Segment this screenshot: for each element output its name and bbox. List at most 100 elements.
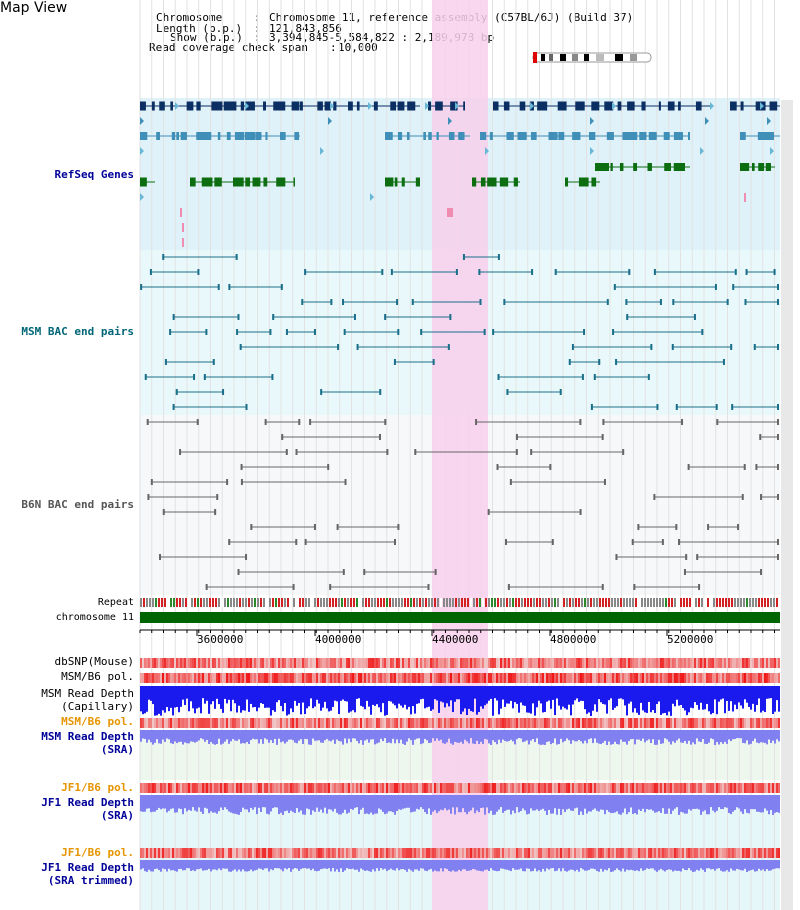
- repeat-mark: [452, 598, 454, 607]
- read-depth-bar: [140, 860, 142, 870]
- polymorphism-heat: [306, 783, 308, 793]
- polymorphism-heat: [694, 658, 696, 668]
- polymorphism-heat: [182, 783, 184, 793]
- polymorphism-heat: [618, 658, 620, 668]
- polymorphism-heat: [170, 783, 172, 793]
- polymorphism-heat: [748, 658, 750, 668]
- polymorphism-heat: [382, 718, 384, 728]
- read-depth-bar: [460, 730, 462, 742]
- polymorphism-heat: [664, 658, 666, 668]
- read-depth-bar: [580, 730, 582, 742]
- polymorphism-heat: [598, 673, 600, 683]
- read-depth-bar: [174, 730, 176, 742]
- read-depth-bar: [222, 686, 224, 713]
- gene-exon: [406, 132, 410, 140]
- polymorphism-heat: [514, 718, 516, 728]
- polymorphism-heat: [540, 718, 542, 728]
- polymorphism-heat: [700, 783, 702, 793]
- read-depth-bar: [614, 795, 616, 813]
- read-depth-bar: [308, 795, 310, 810]
- polymorphism-heat: [656, 848, 658, 858]
- read-depth-bar: [376, 730, 378, 744]
- polymorphism-heat: [310, 783, 312, 793]
- track-label-msm-bac[interactable]: MSM BAC end pairs: [21, 325, 134, 338]
- polymorphism-heat: [392, 673, 394, 683]
- polymorphism-heat: [228, 848, 230, 858]
- read-depth-bar: [248, 686, 250, 712]
- read-depth-bar: [300, 860, 302, 870]
- polymorphism-heat: [346, 673, 348, 683]
- polymorphism-heat: [260, 718, 262, 728]
- track-label-refseq[interactable]: RefSeq Genes: [54, 168, 134, 181]
- read-depth-bar: [574, 860, 576, 872]
- polymorphism-heat: [140, 718, 142, 728]
- gene-exon: [472, 177, 477, 187]
- track-label-b6n-bac[interactable]: B6N BAC end pairs: [21, 498, 134, 511]
- ideogram-band: [630, 54, 637, 61]
- read-depth-bar: [222, 795, 224, 810]
- polymorphism-heat: [666, 673, 668, 683]
- polymorphism-heat: [484, 718, 486, 728]
- gene-exon: [647, 163, 652, 171]
- read-depth-bar: [332, 795, 334, 812]
- gene-exon: [373, 101, 378, 111]
- read-depth-bar: [372, 795, 374, 815]
- polymorphism-heat: [520, 783, 522, 793]
- read-depth-bar: [174, 795, 176, 813]
- read-depth-bar: [260, 860, 262, 869]
- strand-arrow: [140, 147, 144, 155]
- read-depth-bar: [208, 795, 210, 814]
- polymorphism-heat: [186, 848, 188, 858]
- polymorphism-heat: [218, 783, 220, 793]
- polymorphism-heat: [186, 718, 188, 728]
- scrollbar-track[interactable]: [781, 100, 793, 910]
- read-depth-bar: [430, 860, 432, 869]
- read-depth-bar: [556, 795, 558, 815]
- read-depth-bar: [660, 860, 662, 869]
- read-depth-bar: [518, 686, 520, 713]
- b6n-bac-pair-end: [159, 554, 162, 560]
- polymorphism-heat: [650, 783, 652, 793]
- polymorphism-heat: [748, 718, 750, 728]
- polymorphism-heat: [774, 783, 776, 793]
- read-depth-bar: [736, 795, 738, 808]
- read-depth-bar: [640, 686, 642, 703]
- polymorphism-heat: [550, 718, 552, 728]
- polymorphism-heat: [604, 718, 606, 728]
- strand-arrow: [455, 102, 459, 110]
- polymorphism-heat: [654, 848, 656, 858]
- polymorphism-heat: [380, 673, 382, 683]
- read-depth-bar: [758, 730, 760, 744]
- polymorphism-heat: [424, 673, 426, 683]
- msm-bac-pair-end: [337, 344, 340, 350]
- polymorphism-heat: [214, 848, 216, 858]
- polymorphism-heat: [340, 783, 342, 793]
- read-depth-bar: [428, 795, 430, 809]
- read-depth-bar: [300, 686, 302, 715]
- polymorphism-heat: [436, 673, 438, 683]
- polymorphism-heat: [714, 848, 716, 858]
- read-depth-bar: [140, 795, 142, 812]
- polymorphism-heat: [556, 673, 558, 683]
- polymorphism-heat: [668, 783, 670, 793]
- polymorphism-heat: [420, 658, 422, 668]
- polymorphism-heat: [372, 718, 374, 728]
- polymorphism-heat: [526, 783, 528, 793]
- polymorphism-heat: [634, 718, 636, 728]
- gene-mark: [182, 223, 184, 232]
- polymorphism-heat: [536, 673, 538, 683]
- polymorphism-heat: [734, 783, 736, 793]
- msm-bac-pair-end: [172, 404, 175, 410]
- gene-exon: [245, 101, 255, 111]
- read-depth-bar: [716, 860, 718, 869]
- polymorphism-heat: [490, 848, 492, 858]
- ideogram[interactable]: [532, 52, 652, 63]
- polymorphism-heat: [182, 718, 184, 728]
- read-depth-bar: [438, 795, 440, 812]
- msm-bac-pair-end: [777, 344, 779, 350]
- highlight-region[interactable]: [432, 0, 488, 910]
- polymorphism-heat: [626, 718, 628, 728]
- polymorphism-heat: [296, 848, 298, 858]
- repeat-mark: [182, 598, 184, 607]
